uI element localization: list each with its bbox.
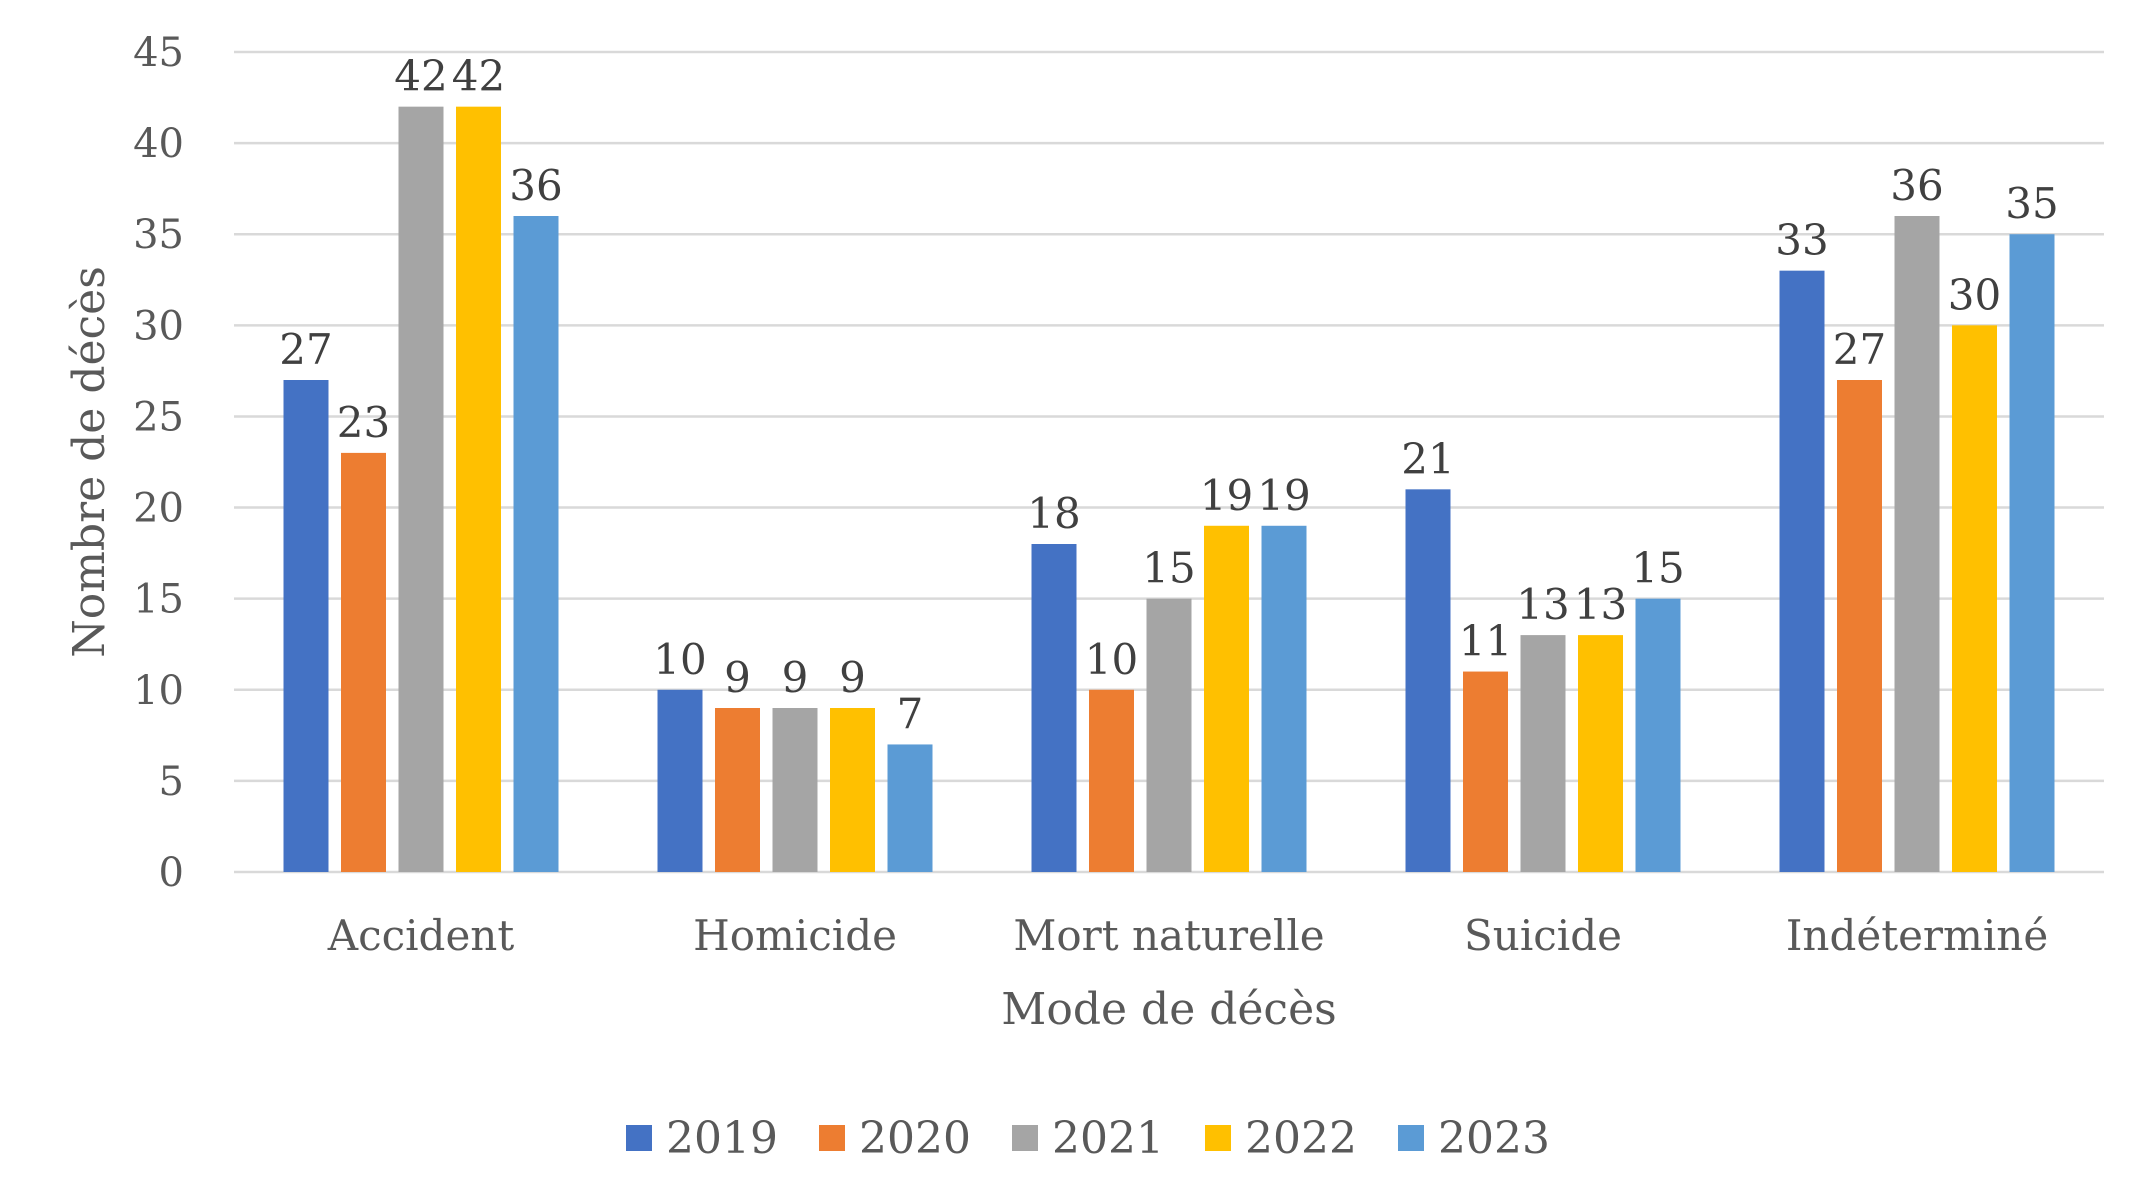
x-category-label: Indéterminé (1786, 911, 2048, 960)
data-label: 42 (452, 52, 505, 101)
bar-2022 (1204, 525, 1249, 872)
y-tick-label: 35 (133, 212, 184, 258)
bar-2019 (283, 380, 329, 872)
data-label: 33 (1775, 216, 1828, 265)
bar-2020 (341, 452, 386, 872)
legend-label: 2019 (666, 1113, 778, 1164)
bar-2023 (1261, 525, 1307, 872)
legend-swatch (1012, 1125, 1038, 1151)
bar-2019 (1405, 489, 1451, 872)
legend: 2019 2020 2021 2022 2023 (626, 1113, 1550, 1164)
data-label: 30 (1948, 270, 2001, 319)
data-label: 35 (2005, 179, 2058, 228)
data-label: 11 (1459, 617, 1512, 666)
bar-2021 (1520, 635, 1566, 872)
data-label: 19 (1200, 471, 1253, 520)
x-category-label: Accident (327, 911, 515, 960)
legend-swatch (1205, 1125, 1231, 1151)
bars (283, 106, 2055, 873)
bar-2023 (2009, 234, 2055, 872)
legend-swatch (626, 1125, 652, 1151)
y-tick-label: 15 (133, 577, 184, 623)
bar-2021 (1146, 598, 1192, 872)
data-label: 15 (1142, 544, 1195, 593)
data-label: 15 (1631, 544, 1684, 593)
legend-swatch (1398, 1125, 1424, 1151)
y-tick-label: 30 (133, 303, 184, 349)
x-axis-title: Mode de décès (1001, 984, 1336, 1035)
legend-label: 2022 (1245, 1113, 1357, 1164)
y-tick-label: 25 (133, 394, 184, 440)
x-axis-categories: Accident Homicide Mort naturelle Suicide Ind… (327, 911, 2048, 960)
y-tick-label: 0 (159, 850, 184, 896)
data-label: 27 (1833, 325, 1886, 374)
bar-2022 (1952, 325, 1997, 872)
y-tick-label: 45 (133, 30, 184, 76)
bar-2020 (1089, 689, 1134, 872)
bar-2019 (1031, 544, 1077, 872)
y-axis-title: Nombre de décès (64, 266, 115, 658)
legend-item-2019: 2019 (626, 1113, 778, 1164)
bar-2021 (1894, 216, 1940, 872)
legend-label: 2021 (1052, 1113, 1164, 1164)
data-label: 18 (1027, 489, 1080, 538)
legend-item-2021: 2021 (1012, 1113, 1164, 1164)
x-category-label: Homicide (693, 911, 897, 960)
data-label: 19 (1257, 471, 1310, 520)
x-category-label: Mort naturelle (1013, 911, 1324, 960)
bar-2021 (772, 708, 818, 872)
data-label: 23 (337, 398, 390, 447)
data-label: 36 (509, 161, 562, 210)
data-label: 10 (653, 635, 706, 684)
bar-2021 (398, 106, 444, 872)
bar-2022 (456, 106, 501, 872)
bar-2019 (657, 689, 703, 872)
data-label: 36 (1890, 161, 1943, 210)
data-label: 13 (1516, 580, 1569, 629)
bar-2020 (1837, 380, 1882, 872)
bar-2023 (513, 216, 559, 872)
data-label: 7 (897, 689, 924, 738)
bar-2019 (1779, 270, 1825, 873)
data-label: 42 (394, 52, 447, 101)
legend-swatch (819, 1125, 845, 1151)
legend-item-2023: 2023 (1398, 1113, 1550, 1164)
data-label: 9 (839, 653, 866, 702)
y-tick-label: 40 (133, 121, 184, 167)
data-label: 10 (1085, 635, 1138, 684)
data-label: 9 (724, 653, 751, 702)
legend-label: 2023 (1438, 1113, 1550, 1164)
data-label: 13 (1574, 580, 1627, 629)
legend-item-2020: 2020 (819, 1113, 971, 1164)
legend-label: 2020 (859, 1113, 971, 1164)
y-tick-label: 5 (159, 759, 184, 805)
bar-2023 (1635, 598, 1681, 872)
legend-item-2022: 2022 (1205, 1113, 1357, 1164)
y-tick-label: 20 (133, 486, 184, 532)
x-category-label: Suicide (1464, 911, 1622, 960)
data-label: 9 (782, 653, 809, 702)
bar-2022 (830, 708, 875, 872)
y-axis-ticks: 0 5 10 15 20 25 30 35 40 45 (133, 30, 184, 896)
data-label: 21 (1401, 434, 1454, 483)
y-tick-label: 10 (133, 668, 184, 714)
bar-2022 (1578, 635, 1623, 872)
bar-2020 (715, 708, 760, 872)
bar-2023 (887, 744, 933, 872)
bar-2020 (1463, 671, 1508, 872)
data-label: 27 (279, 325, 332, 374)
